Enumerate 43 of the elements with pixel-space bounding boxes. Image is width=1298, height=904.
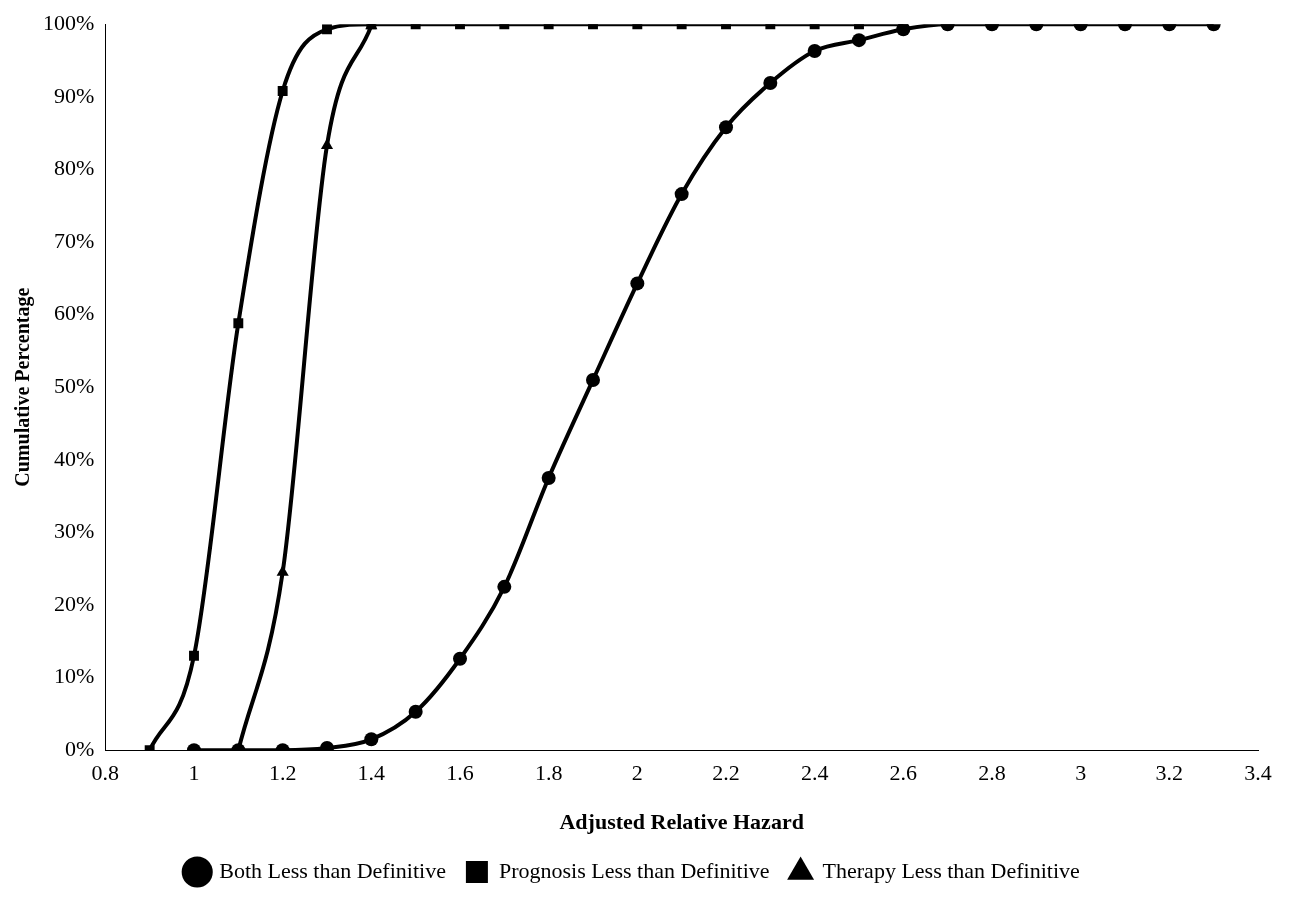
point — [719, 120, 733, 135]
y-tick-label: 10% — [54, 663, 95, 689]
x-tick-label: 0.8 — [91, 760, 120, 786]
y-tick-label: 0% — [65, 735, 95, 761]
y-tick-label: 20% — [54, 590, 95, 616]
y-tick-label: 100% — [43, 9, 95, 35]
y-tick-label: 90% — [54, 82, 95, 108]
legend-label: Both Less than Definitive — [219, 857, 446, 883]
point — [276, 565, 289, 576]
point — [541, 470, 556, 485]
x-axis-title: Adjusted Relative Hazard — [559, 809, 804, 835]
point — [408, 704, 423, 719]
point — [896, 24, 911, 37]
x-tick-label: 2.4 — [800, 760, 829, 786]
y-tick-label: 80% — [54, 155, 95, 181]
y-tick-label: 30% — [54, 518, 95, 544]
x-tick-label: 3.2 — [1155, 760, 1184, 786]
x-tick-label: 1.2 — [268, 760, 297, 786]
y-tick-label: 40% — [54, 445, 95, 471]
x-tick-label: 3 — [1075, 760, 1087, 786]
y-tick-label: 50% — [54, 372, 95, 398]
point — [674, 187, 689, 202]
point — [453, 651, 467, 666]
x-tick-label: 2 — [631, 760, 643, 786]
y-axis-title: Cumulative Percentage — [11, 287, 35, 487]
legend-label: Prognosis Less than Definitive — [498, 857, 770, 883]
x-tick-label: 1.8 — [534, 760, 563, 786]
x-tick-label: 2.8 — [978, 760, 1006, 786]
point — [233, 318, 244, 329]
x-tick-label: 3.4 — [1244, 760, 1272, 786]
point — [497, 579, 512, 594]
point — [630, 276, 645, 291]
x-tick-label: 2.6 — [889, 760, 918, 786]
x-tick-label: 1.4 — [357, 760, 386, 786]
x-tick-label: 2.2 — [712, 760, 740, 786]
y-tick-label: 70% — [54, 227, 95, 253]
y-tick-label: 60% — [54, 300, 95, 326]
point — [586, 372, 600, 387]
x-tick-label: 1 — [188, 760, 200, 786]
x-tick-label: 1.6 — [446, 760, 474, 786]
legend-label: Therapy Less than Definitive — [822, 857, 1080, 883]
point — [189, 650, 199, 661]
point — [763, 76, 778, 91]
